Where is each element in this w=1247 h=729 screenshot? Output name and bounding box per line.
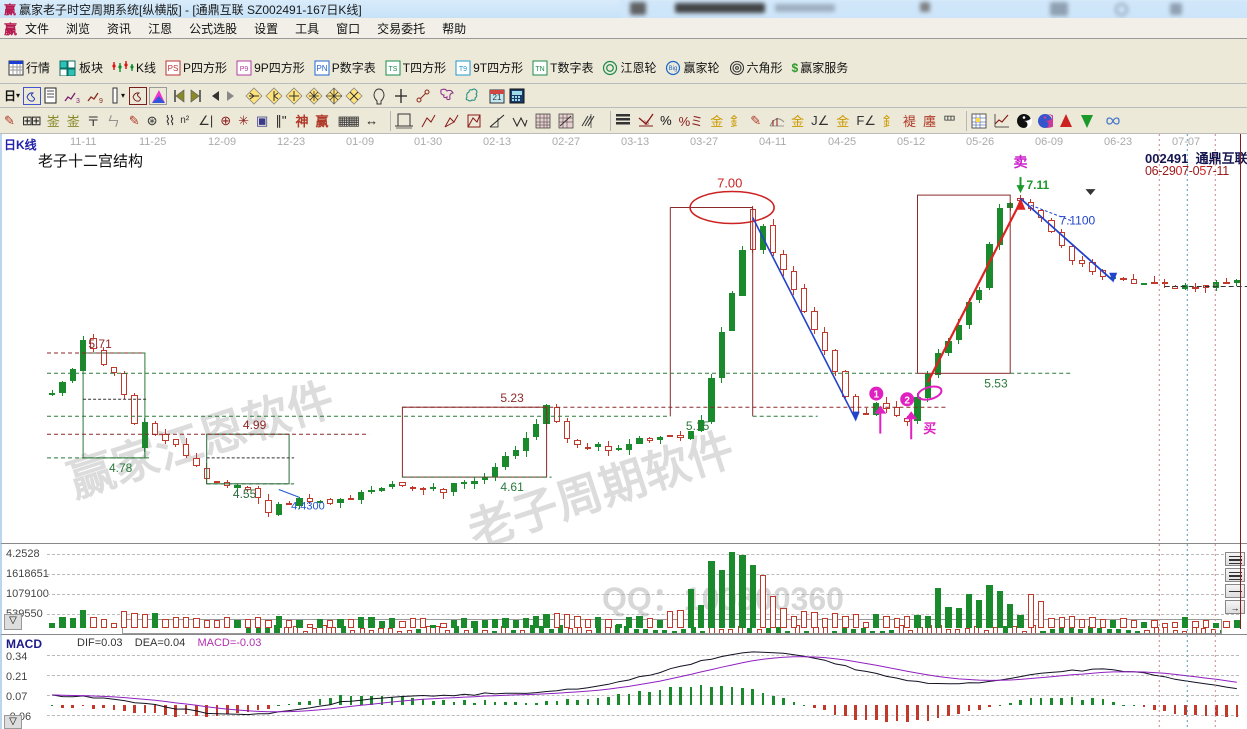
svg-text:7.00: 7.00 — [717, 176, 742, 191]
svg-text:TS: TS — [388, 66, 397, 73]
svg-text:卖: 卖 — [1014, 154, 1028, 170]
svg-text:%: % — [643, 121, 649, 127]
svg-text:9: 9 — [99, 98, 103, 105]
svg-text:21: 21 — [493, 93, 502, 102]
svg-text:5.23: 5.23 — [500, 391, 524, 405]
svg-text:1: 1 — [874, 390, 880, 401]
svg-text:3: 3 — [76, 98, 80, 105]
svg-text:PS: PS — [168, 64, 179, 73]
svg-text:Big: Big — [669, 66, 678, 72]
svg-text:5.53: 5.53 — [984, 376, 1008, 390]
svg-text:买: 买 — [923, 421, 936, 436]
svg-text:P9: P9 — [240, 66, 249, 73]
svg-text:PN: PN — [316, 64, 327, 73]
svg-text:T9: T9 — [459, 66, 467, 73]
svg-text:TN: TN — [535, 66, 544, 73]
svg-text:7.1100: 7.1100 — [1059, 213, 1095, 227]
svg-text:7.11: 7.11 — [1027, 178, 1050, 192]
svg-text:2: 2 — [904, 395, 910, 406]
